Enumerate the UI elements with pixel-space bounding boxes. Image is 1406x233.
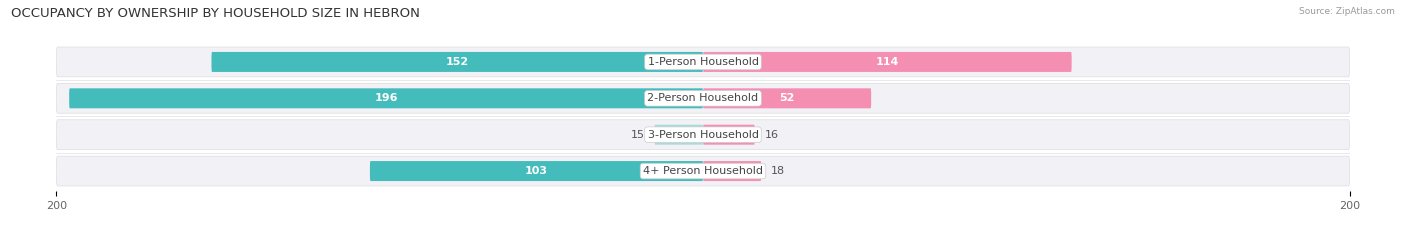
FancyBboxPatch shape — [703, 88, 872, 108]
Text: 15: 15 — [631, 130, 645, 140]
Text: 103: 103 — [524, 166, 548, 176]
Text: 1-Person Household: 1-Person Household — [648, 57, 758, 67]
Text: 52: 52 — [779, 93, 794, 103]
Text: 196: 196 — [374, 93, 398, 103]
Text: 16: 16 — [765, 130, 779, 140]
Text: 18: 18 — [770, 166, 785, 176]
Text: OCCUPANCY BY OWNERSHIP BY HOUSEHOLD SIZE IN HEBRON: OCCUPANCY BY OWNERSHIP BY HOUSEHOLD SIZE… — [11, 7, 420, 20]
FancyBboxPatch shape — [370, 161, 703, 181]
Text: 114: 114 — [876, 57, 898, 67]
FancyBboxPatch shape — [56, 156, 1350, 186]
FancyBboxPatch shape — [56, 47, 1350, 77]
Text: 2-Person Household: 2-Person Household — [647, 93, 759, 103]
Text: 3-Person Household: 3-Person Household — [648, 130, 758, 140]
FancyBboxPatch shape — [56, 120, 1350, 150]
FancyBboxPatch shape — [655, 125, 703, 145]
Text: 152: 152 — [446, 57, 468, 67]
FancyBboxPatch shape — [703, 52, 1071, 72]
FancyBboxPatch shape — [703, 125, 755, 145]
Text: Source: ZipAtlas.com: Source: ZipAtlas.com — [1299, 7, 1395, 16]
FancyBboxPatch shape — [69, 88, 703, 108]
FancyBboxPatch shape — [211, 52, 703, 72]
Text: 4+ Person Household: 4+ Person Household — [643, 166, 763, 176]
FancyBboxPatch shape — [56, 83, 1350, 113]
FancyBboxPatch shape — [703, 161, 761, 181]
